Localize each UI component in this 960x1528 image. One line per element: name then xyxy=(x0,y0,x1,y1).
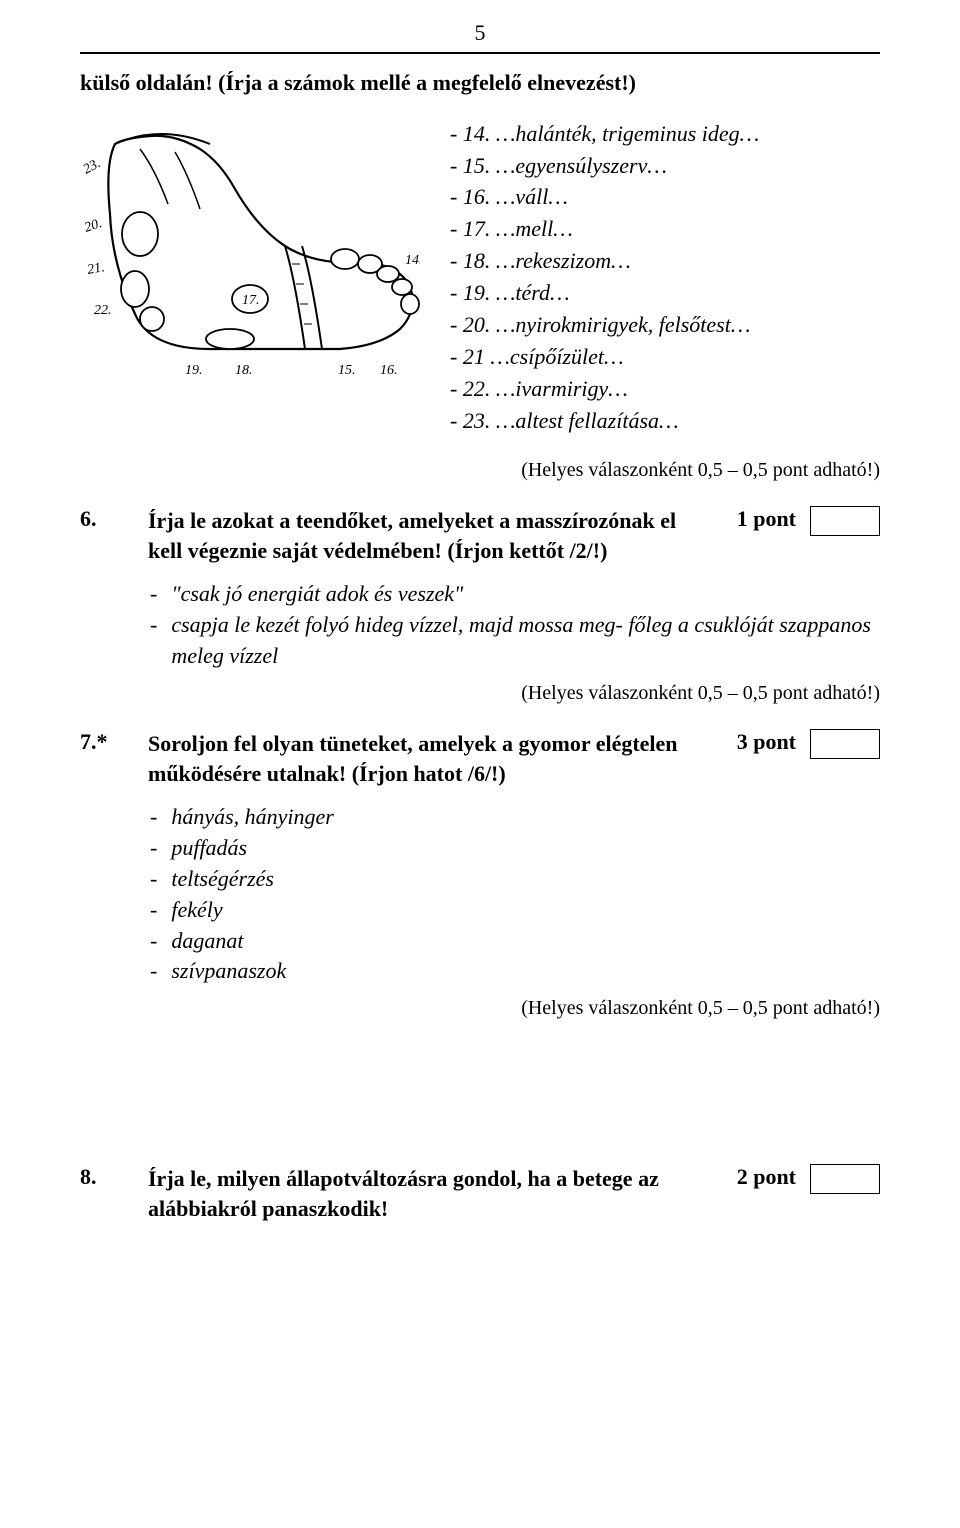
bullet-item: -"csak jó energiát adok és veszek" xyxy=(150,579,880,610)
diagram-label: 21. xyxy=(86,260,106,278)
question-text-line: Írja le azokat a teendőket, amelyeket a … xyxy=(148,508,676,533)
question-number: 7.* xyxy=(80,729,124,789)
bullet-item: -csapja le kezét folyó hideg vízzel, maj… xyxy=(150,610,880,672)
diagram-label: 22. xyxy=(94,303,112,318)
answer-line: - 22. …ivarmirigy… xyxy=(450,373,880,405)
horizontal-rule xyxy=(80,52,880,54)
bullet-item: -hányás, hányinger xyxy=(150,802,880,833)
question-text-line: Írja le, milyen állapotváltozásra gondol… xyxy=(148,1166,659,1191)
question-points: 2 pont xyxy=(737,1164,880,1194)
question-text-line: Soroljon fel olyan tüneteket, amelyek a … xyxy=(148,731,678,756)
question-text: Soroljon fel olyan tüneteket, amelyek a … xyxy=(148,729,678,759)
intro-text: külső oldalán! (Írja a számok mellé a me… xyxy=(80,68,880,98)
diagram-label: 16. xyxy=(380,363,398,378)
diagram-label: 14. xyxy=(405,253,420,268)
answer-line: - 18. …rekeszizom… xyxy=(450,245,880,277)
bullet-text: csapja le kezét folyó hideg vízzel, majd… xyxy=(171,610,880,672)
question-points: 1 pont xyxy=(737,506,880,536)
page-container: 5 külső oldalán! (Írja a számok mellé a … xyxy=(0,0,960,1272)
bullet-text: daganat xyxy=(171,926,243,957)
question-number: 6. xyxy=(80,506,124,566)
diagram-label: 15. xyxy=(338,363,356,378)
foot-diagram: 23. 20. 21. 22. 19. 18. 17. 14. 15. 16. xyxy=(80,114,420,437)
points-label: 2 pont xyxy=(737,1164,796,1190)
answer-line: - 14. …halánték, trigeminus ideg… xyxy=(450,118,880,150)
answer-line: - 20. …nyirokmirigyek, felsőtest… xyxy=(450,309,880,341)
bullet-text: teltségérzés xyxy=(171,864,274,895)
question-text-line: működésére utalnak! (Írjon hatot /6/!) xyxy=(148,759,880,789)
diagram-label: 18. xyxy=(235,363,253,378)
page-number: 5 xyxy=(80,20,880,46)
question-6: 6. Írja le azokat a teendőket, amelyeket… xyxy=(80,506,880,566)
scoring-note: (Helyes válaszonként 0,5 – 0,5 pont adha… xyxy=(80,459,880,482)
question-body: Írja le azokat a teendőket, amelyeket a … xyxy=(148,506,880,566)
bullet-text: szívpanaszok xyxy=(171,956,286,987)
diagram-label: 17. xyxy=(242,293,260,308)
points-label: 3 pont xyxy=(737,729,796,755)
bullet-text: hányás, hányinger xyxy=(171,802,334,833)
question-body: Írja le, milyen állapotváltozásra gondol… xyxy=(148,1164,880,1224)
answer-line: - 21 …csípőízület… xyxy=(450,341,880,373)
bullet-item: -szívpanaszok xyxy=(150,956,880,987)
question-points: 3 pont xyxy=(737,729,880,759)
diagram-label: 19. xyxy=(185,363,203,378)
diagram-label: 23. xyxy=(81,156,103,177)
scoring-note: (Helyes válaszonként 0,5 – 0,5 pont adha… xyxy=(80,682,880,705)
q7-bullets: -hányás, hányinger -puffadás -teltségérz… xyxy=(150,802,880,987)
question-text: Írja le azokat a teendőket, amelyeket a … xyxy=(148,506,676,536)
question-text: Írja le, milyen állapotváltozásra gondol… xyxy=(148,1164,659,1194)
bullet-text: "csak jó energiát adok és veszek" xyxy=(171,579,463,610)
question-7: 7.* Soroljon fel olyan tüneteket, amelye… xyxy=(80,729,880,789)
bullet-item: -fekély xyxy=(150,895,880,926)
question-8: 8. Írja le, milyen állapotváltozásra gon… xyxy=(80,1164,880,1224)
question-text-line: alábbiakról panaszkodik! xyxy=(148,1194,880,1224)
answer-line: - 19. …térd… xyxy=(450,277,880,309)
bullet-text: puffadás xyxy=(171,833,247,864)
question-number: 8. xyxy=(80,1164,124,1224)
points-box[interactable] xyxy=(810,506,880,536)
answer-line: - 23. …altest fellazítása… xyxy=(450,405,880,437)
question-body: Soroljon fel olyan tüneteket, amelyek a … xyxy=(148,729,880,789)
answers-list: - 14. …halánték, trigeminus ideg… - 15. … xyxy=(450,114,880,437)
answer-line: - 16. …váll… xyxy=(450,181,880,213)
bullet-item: -teltségérzés xyxy=(150,864,880,895)
answer-line: - 17. …mell… xyxy=(450,213,880,245)
question-text-line: kell végeznie saját védelmében! (Írjon k… xyxy=(148,536,880,566)
points-box[interactable] xyxy=(810,1164,880,1194)
points-label: 1 pont xyxy=(737,506,796,532)
q6-bullets: -"csak jó energiát adok és veszek" -csap… xyxy=(150,579,880,671)
points-box[interactable] xyxy=(810,729,880,759)
bullet-text: fekély xyxy=(171,895,222,926)
bullet-item: -puffadás xyxy=(150,833,880,864)
diagram-label: 20. xyxy=(83,216,104,236)
scoring-note: (Helyes válaszonként 0,5 – 0,5 pont adha… xyxy=(80,997,880,1020)
image-and-list-row: 23. 20. 21. 22. 19. 18. 17. 14. 15. 16. … xyxy=(80,114,880,437)
answer-line: - 15. …egyensúlyszerv… xyxy=(450,150,880,182)
bullet-item: -daganat xyxy=(150,926,880,957)
